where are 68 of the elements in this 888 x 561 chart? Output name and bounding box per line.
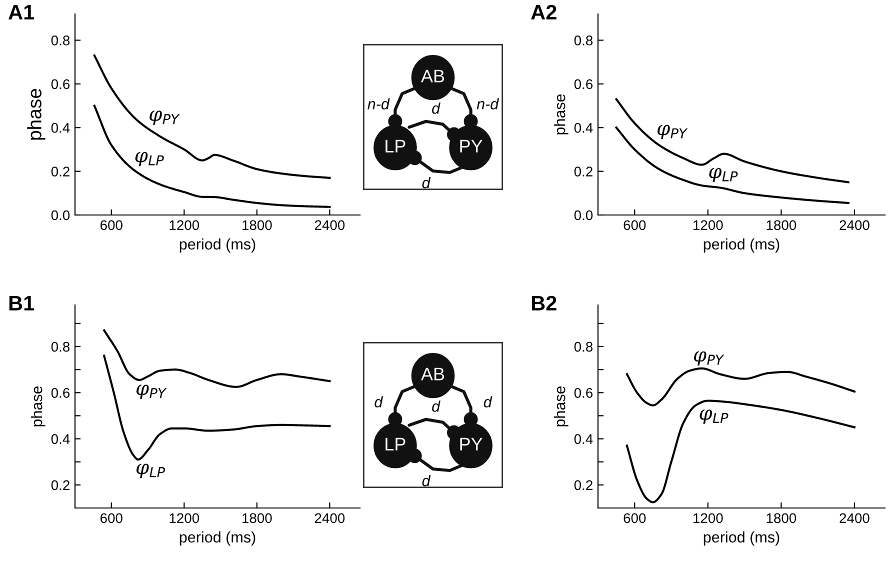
x-tick-label: 600 [624, 220, 646, 230]
x-tick-label: 600 [100, 220, 122, 230]
y-tick-label: 0.6 [574, 79, 593, 90]
x-tick-label: 2400 [314, 220, 345, 230]
x-axis-title: period (ms) [704, 238, 780, 253]
y-tick-label: 0.8 [51, 36, 70, 46]
y-tick-label: 0.4 [574, 122, 593, 133]
chart-title: A2 [531, 4, 556, 20]
series-label: φ$_{PY}$ [150, 110, 180, 125]
x-tick-label: 1200 [170, 513, 200, 524]
x-tick-label: 1200 [170, 220, 200, 230]
y-axis-title: phase [27, 88, 46, 140]
text: PY [460, 140, 482, 152]
y-tick-label: 0.6 [51, 388, 70, 398]
chart-title: B2 [532, 296, 556, 310]
text: AB [420, 70, 444, 82]
y-tick-label: 0.8 [51, 342, 70, 352]
y-tick-label: 0.6 [574, 388, 593, 398]
y-tick-label: 0.0 [51, 210, 70, 220]
x-tick-label: 1800 [242, 220, 272, 230]
text: n-d [476, 98, 500, 110]
chart-title: B1 [9, 296, 34, 310]
text: LP [386, 140, 406, 152]
series-label: φ$_{PY}$ [136, 384, 167, 399]
x-tick-label: 1800 [766, 513, 796, 524]
y-tick-label: 0.4 [574, 434, 593, 444]
y-tick-label: 0.0 [574, 210, 593, 220]
text: PY [460, 438, 482, 450]
x-tick-label: 1200 [694, 220, 723, 230]
series-label: φ$_{LP}$ [709, 168, 738, 182]
text: LP [386, 438, 406, 450]
text: d [374, 396, 384, 408]
x-axis-title: period (ms) [704, 531, 780, 546]
x-tick-label: 1200 [694, 513, 723, 524]
y-tick-label: 0.6 [51, 79, 70, 90]
x-tick-label: 600 [100, 513, 122, 524]
x-axis-title: period (ms) [180, 238, 256, 253]
y-tick-label: 0.4 [51, 122, 70, 133]
series-label: φ$_{LP}$ [136, 464, 166, 478]
y-tick-label: 0.2 [574, 480, 592, 490]
y-tick-label: 0.8 [574, 342, 593, 352]
y-tick-label: 0.4 [51, 434, 70, 444]
series-label: φ$_{PY}$ [658, 124, 688, 140]
y-axis-title: phase [31, 386, 46, 426]
chart-title: A1 [8, 5, 34, 20]
x-tick-label: 2400 [840, 220, 870, 230]
y-tick-label: 0.2 [51, 480, 70, 490]
text: d [432, 400, 440, 412]
y-axis-title: phase [554, 386, 568, 426]
series-label: φ$_{LP}$ [700, 410, 728, 424]
x-tick-label: 2400 [840, 513, 870, 524]
y-tick-label: 0.2 [51, 166, 70, 176]
series-label: φ$_{PY}$ [694, 351, 724, 366]
text: AB [420, 368, 444, 380]
x-tick-label: 600 [624, 513, 646, 524]
x-axis-title: period (ms) [180, 531, 256, 546]
text: d [484, 396, 492, 408]
text: d [422, 475, 431, 486]
series-label: φ$_{LP}$ [135, 152, 164, 166]
x-tick-label: 2400 [314, 513, 345, 524]
x-tick-label: 1800 [242, 513, 272, 524]
x-tick-label: 1800 [766, 220, 796, 230]
text: n-d [368, 98, 390, 110]
y-tick-label: 0.8 [574, 36, 593, 46]
text: d [422, 177, 431, 188]
text: d [432, 102, 440, 114]
y-axis-title: phase [554, 94, 568, 134]
y-tick-label: 0.2 [574, 166, 592, 176]
